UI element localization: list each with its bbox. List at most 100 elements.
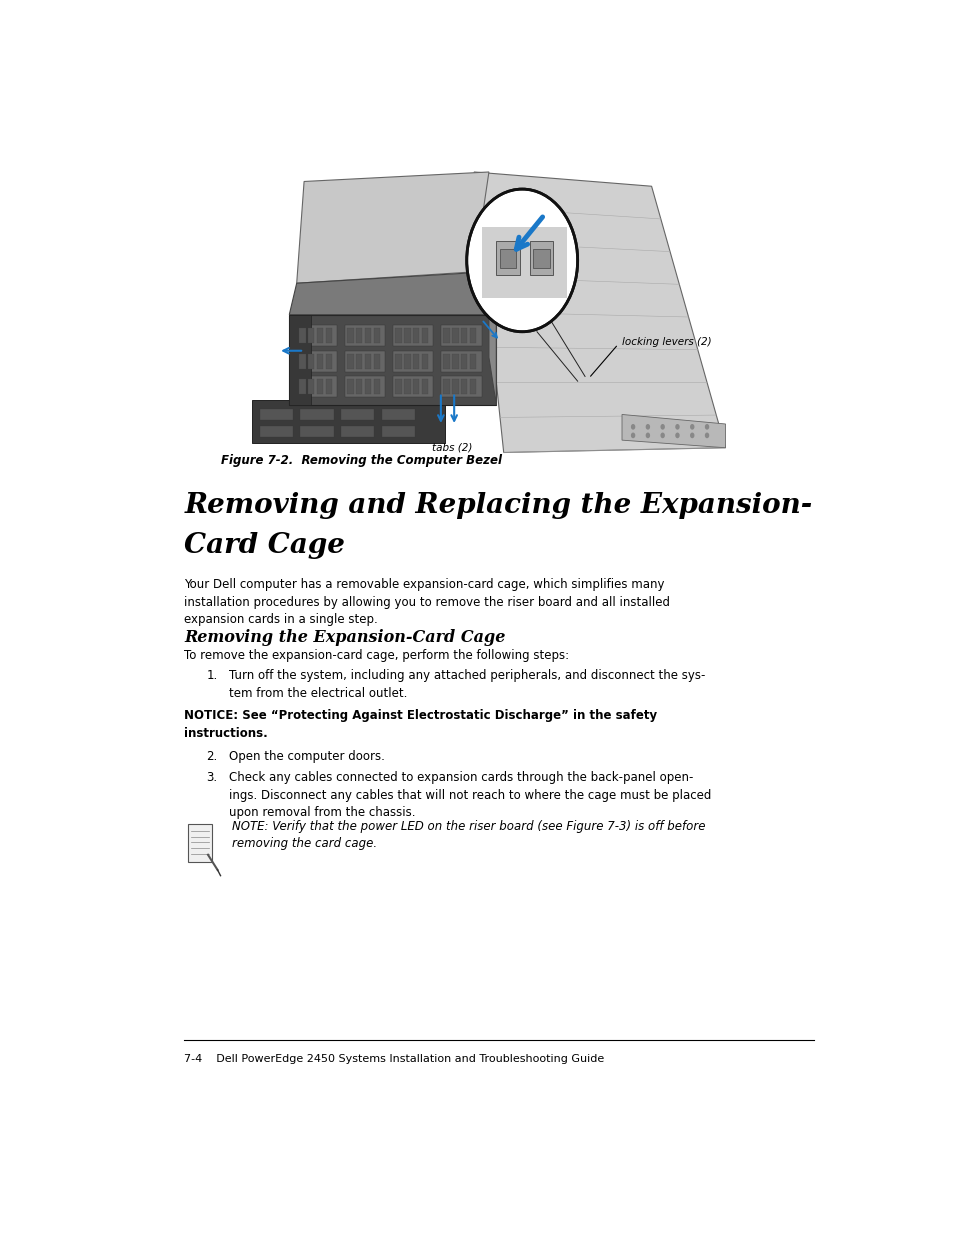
Text: 1.: 1.	[206, 669, 217, 682]
Bar	[442, 329, 449, 343]
Bar	[355, 379, 362, 394]
Bar	[355, 329, 362, 343]
Bar	[296, 377, 337, 398]
Bar	[308, 353, 314, 369]
Bar	[460, 329, 467, 343]
Bar	[393, 377, 433, 398]
Bar	[300, 426, 334, 437]
Circle shape	[645, 424, 649, 430]
Bar	[364, 379, 371, 394]
Bar	[533, 249, 549, 268]
Bar	[413, 379, 419, 394]
Bar	[289, 315, 311, 405]
Bar	[413, 329, 419, 343]
Bar	[469, 379, 476, 394]
Bar	[298, 379, 305, 394]
Bar	[308, 379, 314, 394]
Text: 7-4    Dell PowerEdge 2450 Systems Installation and Troubleshooting Guide: 7-4 Dell PowerEdge 2450 Systems Installa…	[184, 1055, 604, 1065]
Polygon shape	[289, 272, 496, 315]
Bar	[341, 426, 374, 437]
Circle shape	[704, 424, 708, 430]
Bar	[469, 329, 476, 343]
Bar	[440, 325, 481, 346]
Bar	[496, 241, 519, 274]
Bar	[259, 409, 293, 420]
Text: NOTICE: See “Protecting Against Electrostatic Discharge” in the safety
instructi: NOTICE: See “Protecting Against Electros…	[184, 709, 657, 740]
Text: Your Dell computer has a removable expansion-card cage, which simplifies many
in: Your Dell computer has a removable expan…	[184, 578, 670, 626]
Bar	[316, 379, 323, 394]
Bar	[452, 379, 458, 394]
Text: Figure 7-2.  Removing the Computer Bezel: Figure 7-2. Removing the Computer Bezel	[221, 454, 501, 467]
Bar	[347, 353, 354, 369]
Bar	[344, 325, 385, 346]
Bar	[499, 249, 516, 268]
Bar	[452, 329, 458, 343]
Bar	[395, 329, 401, 343]
Bar	[442, 353, 449, 369]
Bar	[421, 329, 428, 343]
Bar	[355, 353, 362, 369]
Bar	[300, 409, 334, 420]
Text: Card Cage: Card Cage	[184, 532, 345, 559]
Circle shape	[675, 432, 679, 438]
Bar	[347, 329, 354, 343]
Text: Check any cables connected to expansion cards through the back-panel open-
ings.: Check any cables connected to expansion …	[229, 771, 710, 819]
Bar	[364, 329, 371, 343]
Bar	[393, 351, 433, 372]
Circle shape	[630, 432, 635, 438]
Bar	[374, 329, 380, 343]
Bar	[403, 379, 410, 394]
Bar	[440, 351, 481, 372]
Text: Turn off the system, including any attached peripherals, and disconnect the sys-: Turn off the system, including any attac…	[229, 669, 704, 700]
Bar	[403, 353, 410, 369]
Circle shape	[659, 424, 664, 430]
Bar	[395, 379, 401, 394]
Bar	[344, 351, 385, 372]
Bar	[364, 353, 371, 369]
Bar	[440, 377, 481, 398]
Bar	[316, 329, 323, 343]
Circle shape	[689, 432, 694, 438]
Text: locking levers (2): locking levers (2)	[621, 337, 711, 347]
Bar	[259, 426, 293, 437]
Bar	[393, 325, 433, 346]
Polygon shape	[252, 400, 444, 443]
Text: NOTE: Verify that the power LED on the riser board (see Figure 7-3) is off befor: NOTE: Verify that the power LED on the r…	[233, 820, 705, 850]
Bar	[381, 426, 415, 437]
Polygon shape	[289, 315, 496, 405]
Bar	[460, 353, 467, 369]
Bar	[308, 329, 314, 343]
Bar	[469, 353, 476, 369]
Bar	[460, 379, 467, 394]
Bar	[344, 377, 385, 398]
Bar	[298, 353, 305, 369]
Bar	[298, 329, 305, 343]
Bar	[403, 329, 410, 343]
Bar	[421, 353, 428, 369]
Polygon shape	[474, 172, 724, 452]
Polygon shape	[488, 272, 496, 405]
Bar	[395, 353, 401, 369]
Bar	[341, 409, 374, 420]
Circle shape	[466, 189, 577, 332]
Bar	[325, 379, 332, 394]
Bar	[381, 409, 415, 420]
Circle shape	[704, 432, 708, 438]
Circle shape	[675, 424, 679, 430]
Bar	[529, 241, 553, 274]
Bar	[316, 353, 323, 369]
Text: Open the computer doors.: Open the computer doors.	[229, 750, 384, 763]
Bar	[325, 329, 332, 343]
Circle shape	[630, 424, 635, 430]
Text: To remove the expansion-card cage, perform the following steps:: To remove the expansion-card cage, perfo…	[184, 650, 569, 662]
Polygon shape	[296, 172, 488, 283]
Circle shape	[689, 424, 694, 430]
Text: tabs (2): tabs (2)	[432, 443, 472, 453]
Bar	[296, 325, 337, 346]
Text: 2.: 2.	[206, 750, 217, 763]
Bar	[452, 353, 458, 369]
Bar	[347, 379, 354, 394]
Circle shape	[659, 432, 664, 438]
Bar	[296, 351, 337, 372]
Bar	[421, 379, 428, 394]
